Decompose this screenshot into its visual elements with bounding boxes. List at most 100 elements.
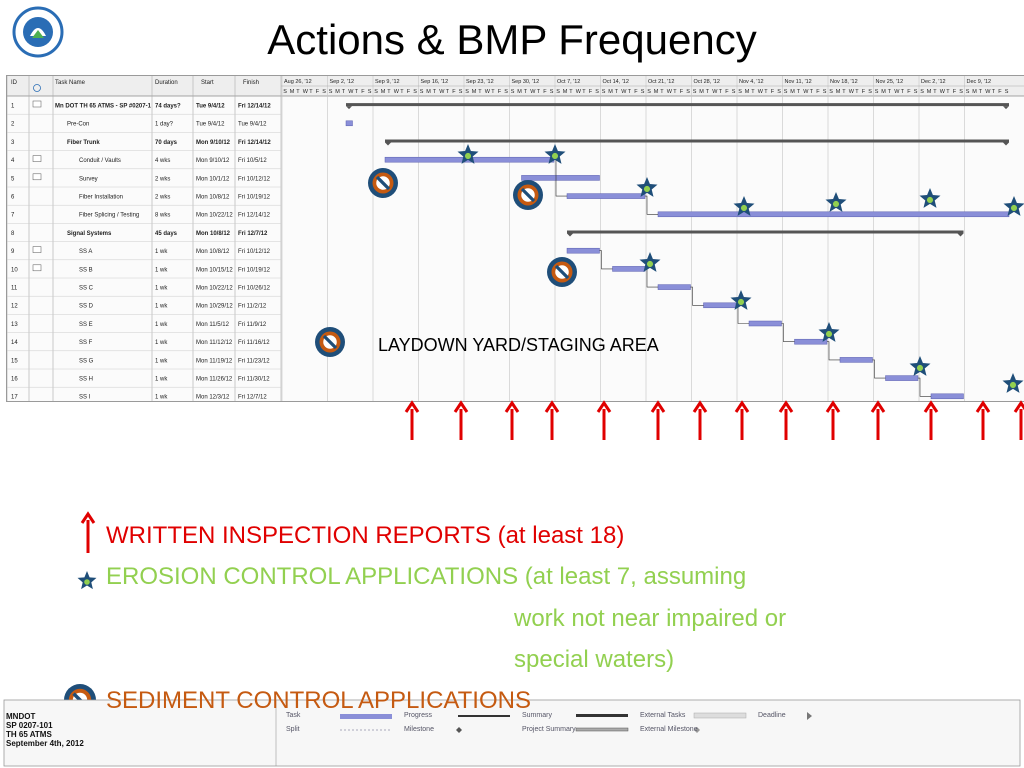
gantt-day-letter: M	[472, 89, 477, 95]
gantt-day-letter: S	[693, 89, 697, 95]
gantt-day-letter: T	[797, 89, 801, 95]
inspection-arrow-icon-head	[923, 400, 939, 413]
gantt-task-duration: 1 wk	[155, 395, 168, 401]
gantt-task-duration: 1 wk	[155, 340, 168, 346]
gantt-task-name: SS D	[79, 304, 94, 310]
erosion-legend-text-2: work not near impaired or	[514, 605, 787, 632]
gantt-day-letter: F	[725, 89, 729, 95]
gantt-summary-end	[346, 106, 352, 110]
gantt-day-letter: M	[699, 89, 704, 95]
gantt-day-letter: W	[348, 89, 354, 95]
gantt-day-letter: S	[459, 89, 463, 95]
notes-icon	[32, 173, 42, 181]
gantt-day-letter: T	[660, 89, 664, 95]
info-icon	[33, 84, 41, 92]
footer-legend-label: Progress	[404, 712, 433, 719]
gantt-task-duration: 1 day?	[155, 122, 174, 128]
gantt-task-start: Mon 11/26/12	[196, 377, 233, 383]
gantt-day-letter: W	[894, 89, 900, 95]
footer-legend-label: Project Summary	[522, 726, 576, 733]
gantt-grid: ID Task Name Duration Start Finish Aug 26, '1…	[7, 76, 1024, 401]
inspection-arrow-icon-head	[975, 400, 991, 413]
gantt-header-start: Start	[201, 80, 214, 86]
gantt-task-bar	[657, 284, 691, 290]
footer-info-line: SP 0207-101	[6, 721, 53, 730]
gantt-dependency-line	[599, 250, 613, 270]
gantt-day-letter: S	[550, 89, 554, 95]
gantt-day-letter: S	[829, 89, 833, 95]
legend-erosion-star-icon	[77, 571, 97, 590]
gantt-day-letter: T	[751, 89, 755, 95]
gantt-task-id: 8	[11, 231, 15, 237]
gantt-task-name: Mn DOT TH 65 ATMS - SP #0207-1	[55, 104, 152, 110]
gantt-task-duration: 8 wks	[155, 213, 170, 219]
gantt-day-letter: M	[927, 89, 932, 95]
gantt-day-letter: S	[777, 89, 781, 95]
gantt-summary-end	[1003, 142, 1009, 146]
gantt-summary-bar	[346, 103, 1009, 107]
gantt-day-letter: S	[595, 89, 599, 95]
gantt-task-finish: Fri 11/30/12	[238, 377, 270, 383]
gantt-day-letter: F	[407, 89, 411, 95]
gantt-task-start: Mon 11/12/12	[196, 340, 233, 346]
gantt-task-start: Tue 9/4/12	[196, 122, 225, 128]
gantt-task-name: SS B	[79, 267, 93, 273]
gantt-week-label: Oct 14, '12	[603, 79, 629, 85]
footer-legend-label: Split	[286, 726, 300, 733]
gantt-day-letter: T	[615, 89, 619, 95]
notes-icon	[32, 264, 42, 272]
gantt-day-letter: W	[940, 89, 946, 95]
gantt-week-label: Sep 30, '12	[512, 79, 540, 85]
gantt-task-finish: Fri 12/7/12	[238, 395, 267, 401]
gantt-summary-end	[1003, 106, 1009, 110]
gantt-task-bar	[345, 120, 353, 127]
gantt-task-id: 11	[11, 286, 18, 292]
gantt-day-letter: S	[322, 89, 326, 95]
gantt-day-letter: M	[381, 89, 386, 95]
gantt-week-label: Nov 25, '12	[876, 79, 904, 85]
gantt-dependency-line	[827, 341, 840, 361]
gantt-task-finish: Fri 12/14/12	[238, 140, 271, 146]
gantt-task-id: 17	[11, 395, 18, 401]
gantt-task-duration: 1 wk	[155, 267, 168, 273]
gantt-task-bar	[657, 211, 1010, 218]
gantt-dependency-line	[645, 268, 658, 288]
gantt-day-letter: T	[582, 89, 586, 95]
inspection-arrow-icon-head	[1013, 400, 1024, 413]
gantt-task-duration: 1 wk	[155, 358, 168, 364]
gantt-day-letter: T	[628, 89, 632, 95]
footer-legend-panel	[3, 699, 1021, 767]
gantt-day-letter: M	[836, 89, 841, 95]
gantt-task-duration: 1 wk	[155, 304, 168, 310]
gantt-task-finish: Fri 11/2/12	[238, 304, 267, 310]
gantt-day-letter: T	[764, 89, 768, 95]
gantt-day-letter: S	[283, 89, 287, 95]
gantt-task-start: Mon 10/15/12	[196, 267, 233, 273]
footer-task-swatch	[340, 714, 392, 719]
gantt-day-letter: T	[446, 89, 450, 95]
gantt-day-letter: F	[771, 89, 775, 95]
gantt-task-finish: Fri 11/16/12	[238, 340, 270, 346]
inspection-arrow-icon-head	[453, 400, 469, 413]
gantt-day-letter: F	[498, 89, 502, 95]
gantt-task-start: Mon 10/22/12	[196, 213, 233, 219]
footer-legend-label: External Tasks	[640, 712, 686, 719]
gantt-day-letter: W	[303, 89, 309, 95]
erosion-legend-text-3: special waters)	[514, 646, 675, 673]
laydown-yard-label: LAYDOWN YARD/STAGING AREA	[378, 335, 659, 355]
gantt-task-bar	[703, 302, 737, 309]
gantt-task-name: SS I	[79, 395, 91, 401]
gantt-day-letter: W	[576, 89, 582, 95]
gantt-task-start: Mon 11/5/12	[196, 322, 230, 328]
inspection-legend-text: WRITTEN INSPECTION REPORTS (at least 18)	[106, 522, 625, 549]
gantt-task-finish: Fri 12/14/12	[238, 104, 271, 110]
gantt-task-bar	[612, 266, 646, 272]
gantt-task-duration: 4 wks	[155, 158, 170, 164]
gantt-day-letter: T	[946, 89, 950, 95]
gantt-week-label: Sep 16, '12	[421, 79, 449, 85]
gantt-day-letter: S	[647, 89, 651, 95]
inspection-arrow-icon-head	[825, 400, 841, 413]
mndot-logo-icon	[12, 6, 64, 58]
gantt-summary-bar	[385, 139, 1009, 143]
gantt-task-bar	[384, 156, 555, 163]
